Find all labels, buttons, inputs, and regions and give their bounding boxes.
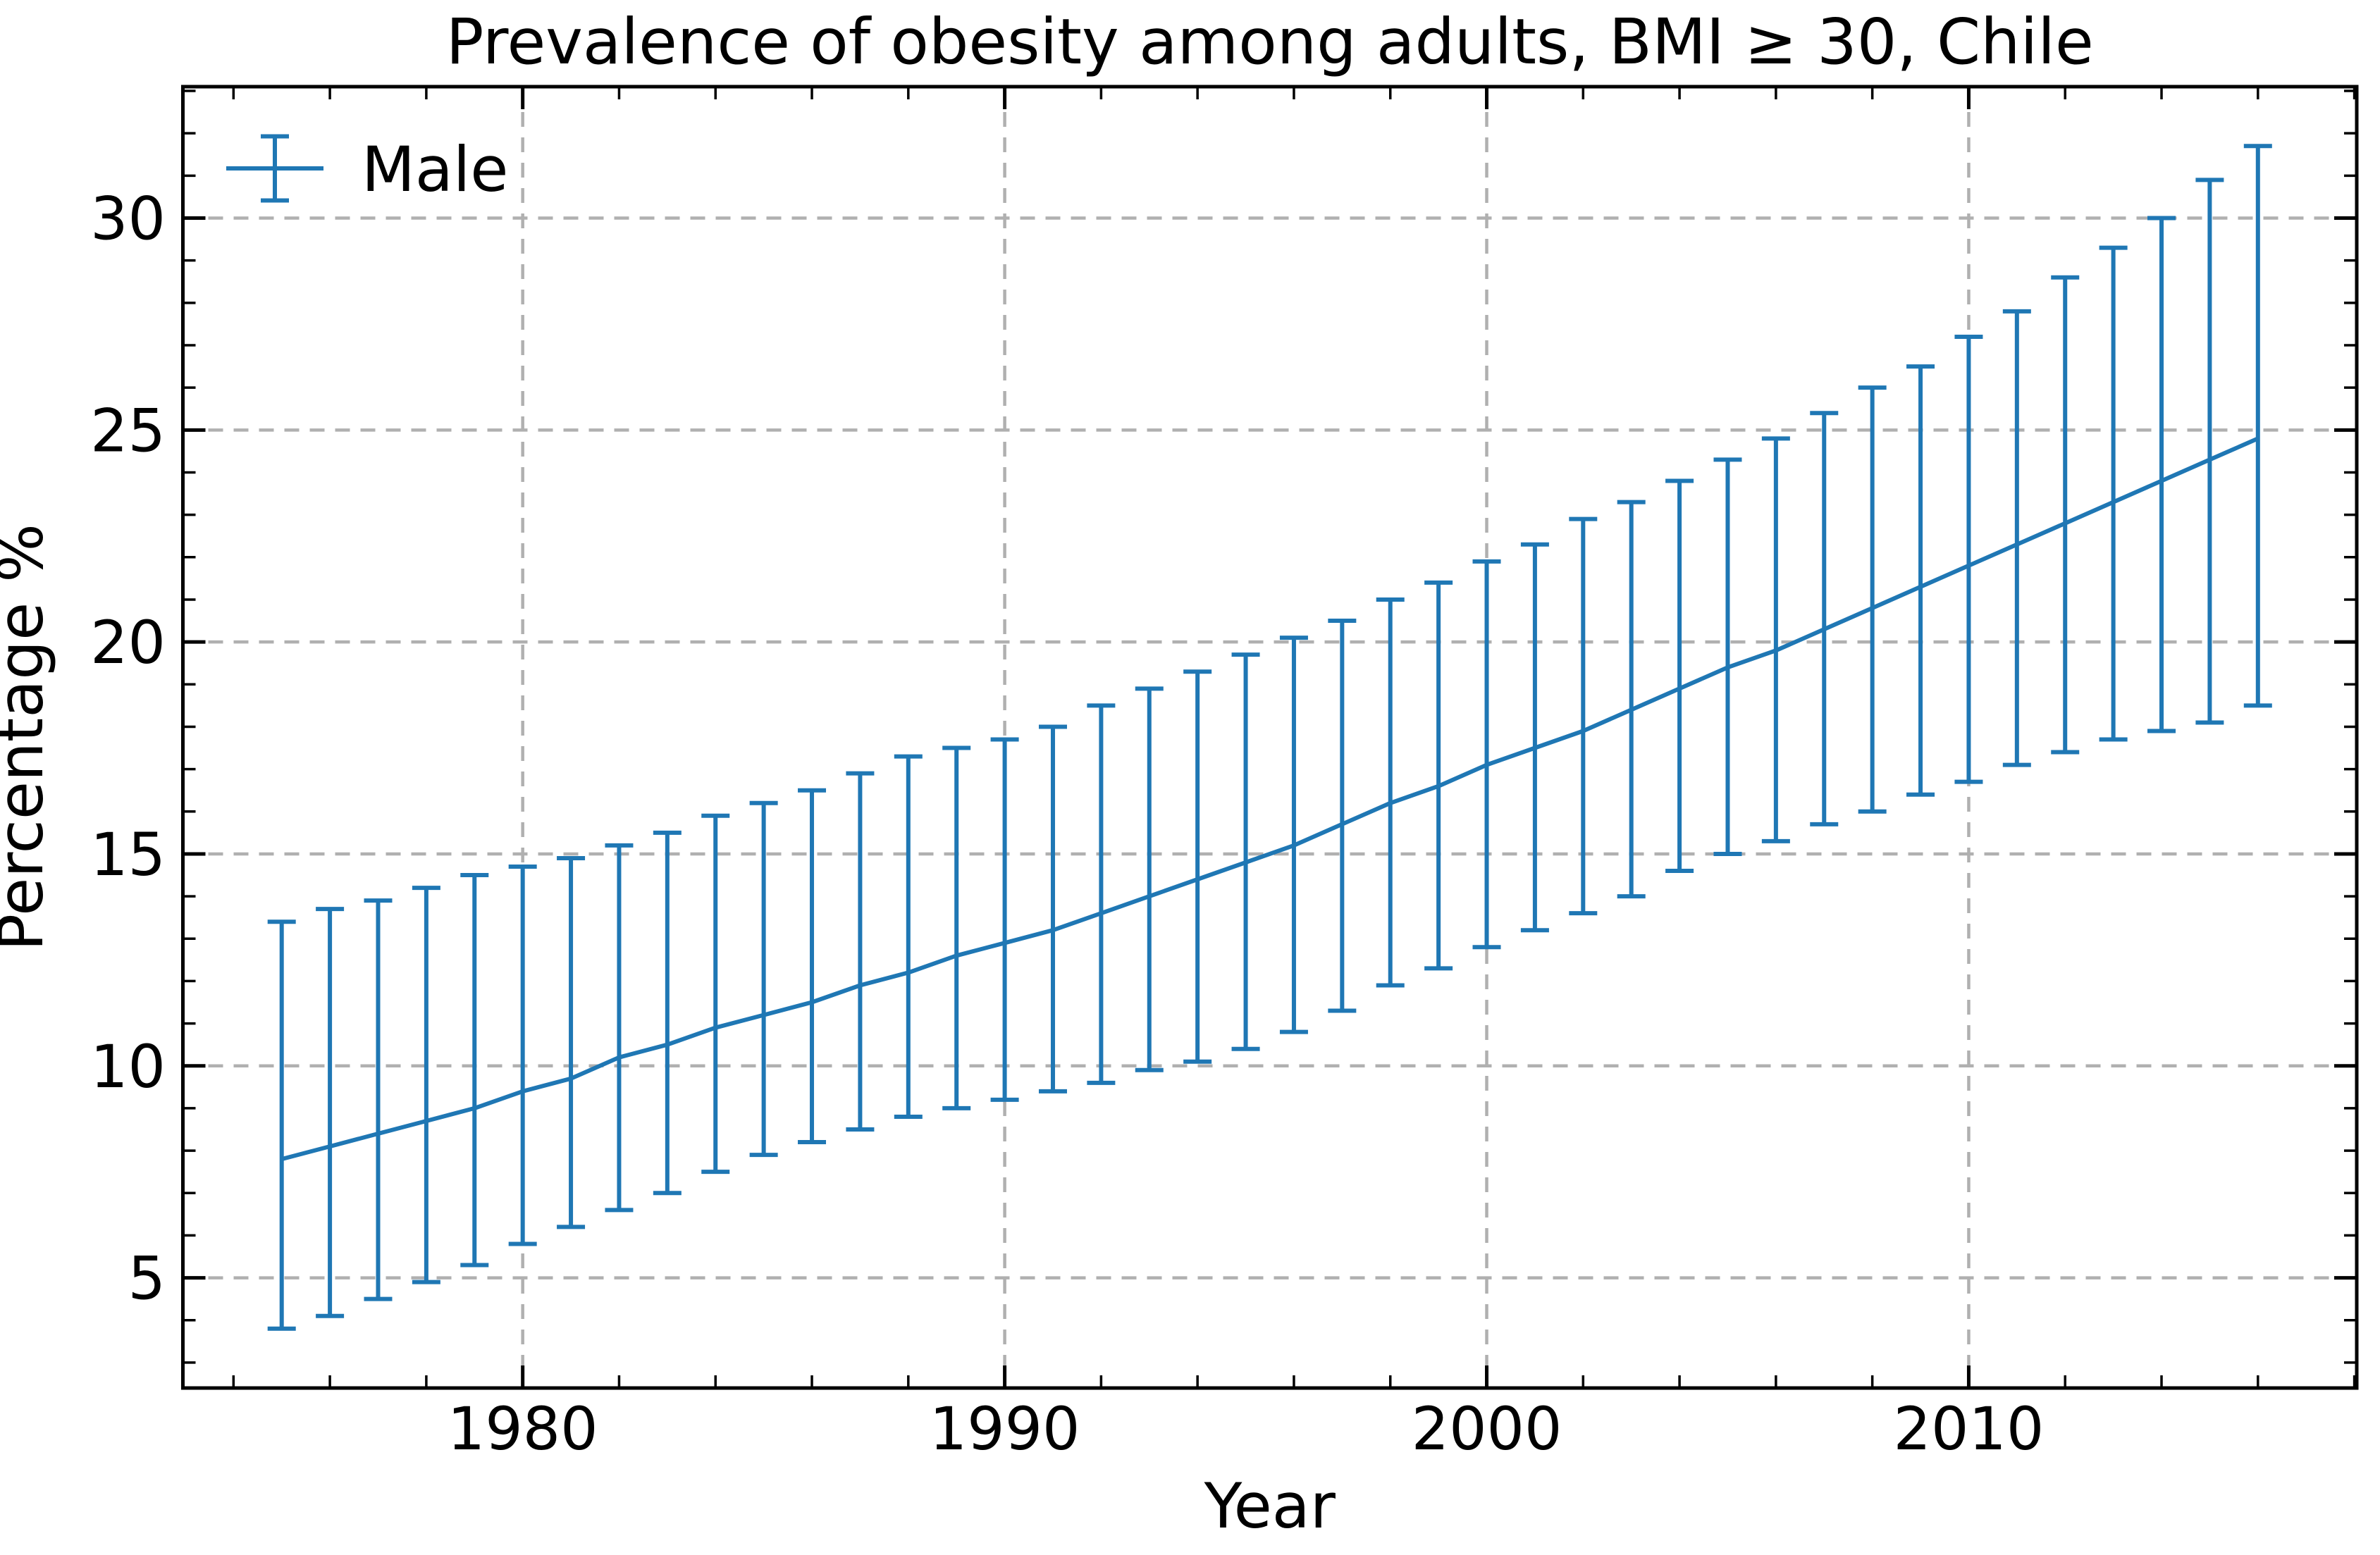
error-bar (701, 813, 730, 1175)
error-bar (990, 737, 1019, 1102)
y-tick-label: 30 (90, 185, 166, 254)
error-bar (653, 830, 682, 1196)
error-bar (1520, 542, 1549, 933)
error-bar (942, 745, 971, 1110)
legend: Male (226, 133, 508, 206)
y-tick-label: 15 (90, 820, 166, 889)
error-bar (1858, 385, 1887, 814)
series-male (267, 144, 2272, 1331)
x-tick-label: 2010 (1894, 1394, 2045, 1463)
error-bar (846, 771, 875, 1132)
error-bar (1279, 636, 1308, 1034)
plot-border (181, 85, 2359, 1390)
error-bar (508, 864, 537, 1246)
error-bar (1231, 652, 1260, 1051)
error-bar (1569, 516, 1598, 916)
error-bar (557, 855, 586, 1229)
error-bar (1135, 686, 1164, 1072)
grid-layer (183, 87, 2357, 1388)
y-tick-label: 25 (90, 396, 166, 465)
x-tick-label: 1990 (930, 1394, 1080, 1463)
error-bar (1038, 724, 1067, 1094)
error-bar (1906, 364, 1935, 797)
legend-label: Male (362, 133, 508, 206)
error-bar (412, 886, 440, 1284)
error-bar (1954, 334, 1983, 784)
tick-layer (183, 87, 2357, 1388)
series-line (280, 436, 2259, 1162)
error-bar (749, 800, 778, 1158)
chart-title: Prevalence of obesity among adults, BMI … (446, 5, 2094, 78)
y-tick-label: 5 (128, 1244, 166, 1313)
x-axis-label: Year (1204, 1470, 1336, 1542)
error-bar (2002, 309, 2031, 767)
error-bar (1761, 436, 1790, 843)
error-bar (1472, 559, 1501, 950)
error-bar (1617, 500, 1646, 899)
error-bar (2147, 216, 2176, 733)
error-bar (2099, 245, 2128, 742)
error-bar (1424, 580, 1453, 971)
y-axis-label: Percentage % (0, 524, 57, 951)
error-bar (2195, 178, 2224, 725)
x-tick-label: 1980 (448, 1394, 598, 1463)
y-tick-label: 10 (90, 1032, 166, 1101)
error-bar (1087, 703, 1116, 1085)
error-bar (267, 919, 296, 1331)
error-bar (798, 788, 827, 1145)
error-bar (1183, 669, 1212, 1064)
error-bar (1810, 411, 1839, 826)
x-tick-label: 2000 (1412, 1394, 1562, 1463)
error-bar (2243, 144, 2272, 708)
legend-errorbar-symbol (226, 134, 323, 203)
error-bar (1713, 457, 1742, 856)
y-tick-label: 20 (90, 608, 166, 677)
error-bar (894, 754, 923, 1119)
error-bar (1376, 597, 1405, 988)
error-bar (460, 873, 489, 1268)
error-bar (1665, 478, 1694, 874)
error-bar (316, 907, 345, 1318)
error-bar (1328, 619, 1357, 1013)
error-bar (2051, 275, 2080, 755)
tick-labels: 1980 1990 2000 2010 5 10 15 20 25 30 (90, 185, 2044, 1463)
error-bar (605, 843, 634, 1213)
error-bar (364, 898, 393, 1301)
